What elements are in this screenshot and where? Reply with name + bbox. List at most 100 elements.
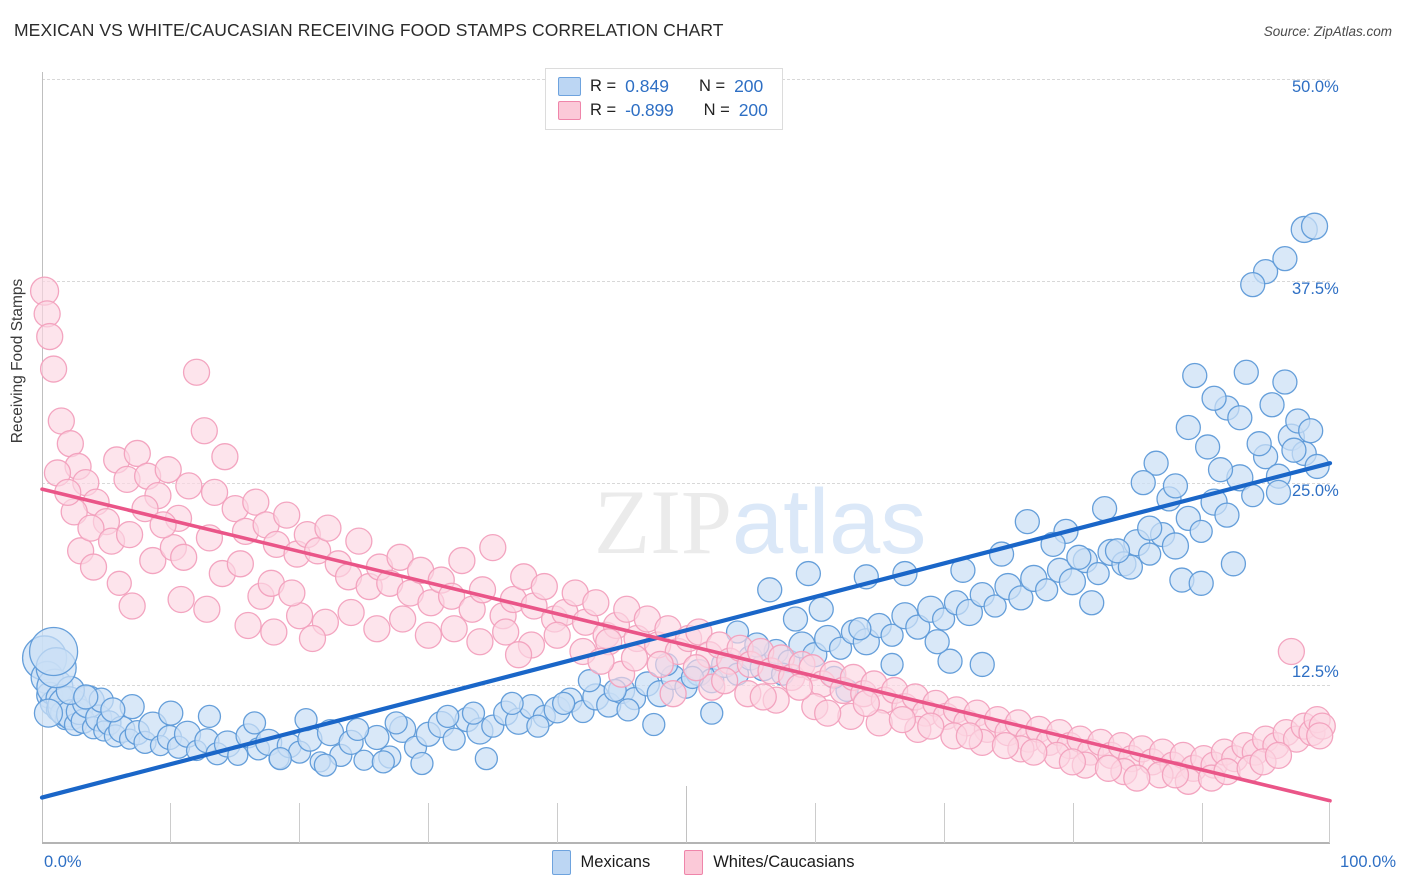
stats-n-value-whites: 200: [738, 100, 768, 120]
legend-swatch-mexicans: [551, 850, 571, 875]
data-point: [504, 641, 533, 669]
data-point: [1272, 246, 1298, 272]
gridline-37-5: [42, 281, 1330, 282]
data-point: [193, 595, 221, 623]
data-point: [1058, 748, 1087, 776]
data-point: [410, 751, 434, 776]
data-point: [749, 683, 777, 711]
data-point: [969, 651, 995, 678]
data-point: [646, 650, 674, 679]
data-point: [211, 443, 239, 471]
data-point: [905, 614, 931, 640]
data-point: [1086, 561, 1110, 586]
data-point: [1259, 392, 1285, 418]
data-point: [1281, 437, 1307, 463]
data-point: [888, 705, 917, 734]
data-point: [1300, 212, 1329, 240]
data-point: [1161, 532, 1190, 560]
data-point: [386, 543, 414, 571]
data-point: [479, 533, 507, 562]
x-axis-max-label: 100.0%: [1340, 853, 1396, 871]
data-point: [285, 602, 314, 630]
data-point: [154, 456, 182, 484]
data-point: [197, 704, 222, 729]
x-tick-70: [944, 803, 945, 843]
stats-n-label-mexicans: N =: [698, 77, 726, 95]
data-point: [620, 644, 649, 672]
data-point: [314, 514, 342, 542]
data-point: [1094, 754, 1123, 782]
x-tick-40: [557, 803, 558, 843]
data-point: [190, 417, 218, 445]
data-point: [1143, 450, 1169, 476]
data-point: [1079, 590, 1105, 616]
data-point: [955, 598, 984, 627]
x-tick-20: [299, 803, 300, 843]
gridline-25: [42, 483, 1330, 484]
data-point: [384, 711, 408, 735]
y-tick-label-50: 50.0%: [1292, 78, 1339, 96]
data-point: [1277, 637, 1306, 666]
x-tick-90: [1202, 803, 1203, 843]
x-tick-80: [1073, 803, 1074, 843]
x-tick-30: [428, 803, 429, 843]
data-point: [1058, 568, 1087, 596]
x-tick-50: [686, 786, 687, 843]
legend-item-mexicans[interactable]: Mexicans: [551, 850, 651, 875]
data-point: [461, 701, 486, 725]
data-point: [642, 712, 666, 737]
data-point: [106, 570, 132, 596]
data-point: [353, 749, 375, 771]
data-point: [955, 722, 984, 750]
data-point: [530, 572, 558, 601]
stats-r-value-mexicans: 0.849: [625, 76, 669, 96]
data-point: [56, 430, 84, 458]
legend-label-whites: Whites/Caucasians: [713, 853, 855, 871]
data-point: [298, 624, 327, 653]
data-point: [200, 478, 229, 507]
data-point: [345, 527, 373, 555]
data-point: [1298, 418, 1324, 444]
data-point: [492, 618, 520, 646]
legend-label-mexicans: Mexicans: [580, 853, 651, 871]
data-point: [616, 698, 640, 722]
x-tick-100: [1329, 803, 1330, 843]
trendline-mexicans: [39, 461, 1333, 800]
data-point: [1240, 271, 1266, 298]
data-point: [757, 577, 783, 603]
data-point: [448, 546, 476, 575]
data-point: [371, 750, 395, 774]
data-point: [1241, 483, 1265, 508]
data-point: [1034, 578, 1059, 602]
data-point: [828, 636, 853, 660]
data-point: [582, 589, 610, 617]
data-point: [1014, 508, 1040, 535]
stats-swatch-mexicans: [558, 77, 581, 96]
data-point: [100, 697, 126, 723]
data-point: [363, 615, 391, 643]
data-point: [1264, 741, 1293, 769]
data-point: [924, 629, 950, 655]
data-point: [1020, 738, 1048, 766]
data-point: [175, 472, 203, 500]
data-point: [710, 667, 739, 695]
data-point: [543, 621, 571, 649]
trendline-whites-caucasians: [40, 487, 1332, 803]
data-point: [782, 606, 809, 632]
stats-r-label-mexicans: R =: [590, 77, 617, 95]
data-point: [1130, 470, 1156, 496]
data-point: [814, 699, 842, 727]
legend-item-whites[interactable]: Whites/Caucasians: [684, 850, 854, 875]
scatter-points-layer: [21, 212, 1336, 803]
data-point: [118, 592, 146, 620]
data-point: [73, 684, 99, 710]
stats-r-value-whites: -0.899: [625, 100, 674, 120]
data-point: [880, 623, 904, 647]
data-point: [1162, 473, 1189, 499]
data-point: [242, 488, 270, 516]
stats-row-whites: R = -0.899 N = 200: [558, 100, 768, 121]
y-axis-line: [42, 72, 43, 843]
stats-row-mexicans: R = 0.849 N = 200: [558, 76, 768, 97]
data-point: [1175, 414, 1201, 441]
data-point: [242, 711, 267, 735]
